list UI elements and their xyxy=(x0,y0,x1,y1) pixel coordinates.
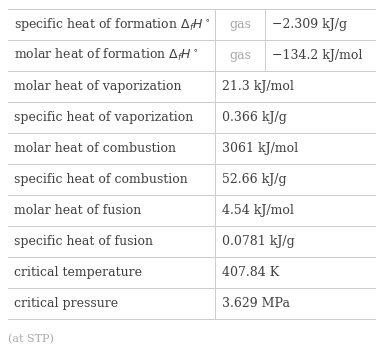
Text: −134.2 kJ/mol: −134.2 kJ/mol xyxy=(272,49,362,62)
Text: specific heat of combustion: specific heat of combustion xyxy=(14,173,188,186)
Text: 4.54 kJ/mol: 4.54 kJ/mol xyxy=(222,204,294,217)
Text: molar heat of vaporization: molar heat of vaporization xyxy=(14,80,182,93)
Text: molar heat of formation $\Delta_f H^\circ$: molar heat of formation $\Delta_f H^\cir… xyxy=(14,47,199,64)
Text: gas: gas xyxy=(229,18,251,31)
Text: critical temperature: critical temperature xyxy=(14,267,142,279)
Text: specific heat of formation $\Delta_f H^\circ$: specific heat of formation $\Delta_f H^\… xyxy=(14,16,211,33)
Text: specific heat of fusion: specific heat of fusion xyxy=(14,235,154,248)
Text: molar heat of combustion: molar heat of combustion xyxy=(14,142,176,155)
Text: specific heat of vaporization: specific heat of vaporization xyxy=(14,111,194,124)
Text: 3.629 MPa: 3.629 MPa xyxy=(222,298,290,310)
Text: 0.366 kJ/g: 0.366 kJ/g xyxy=(222,111,287,124)
Text: (at STP): (at STP) xyxy=(8,334,53,345)
Text: 0.0781 kJ/g: 0.0781 kJ/g xyxy=(222,235,295,248)
Text: 21.3 kJ/mol: 21.3 kJ/mol xyxy=(222,80,294,93)
Text: critical pressure: critical pressure xyxy=(14,298,118,310)
Text: 3061 kJ/mol: 3061 kJ/mol xyxy=(222,142,298,155)
Text: −2.309 kJ/g: −2.309 kJ/g xyxy=(272,18,347,31)
Text: molar heat of fusion: molar heat of fusion xyxy=(14,204,142,217)
Text: 407.84 K: 407.84 K xyxy=(222,267,279,279)
Text: 52.66 kJ/g: 52.66 kJ/g xyxy=(222,173,287,186)
Text: gas: gas xyxy=(229,49,251,62)
